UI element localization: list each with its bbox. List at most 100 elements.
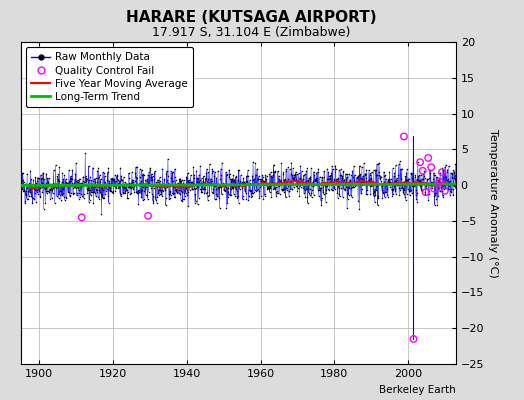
Point	[93, 168, 101, 174]
Point	[96, 189, 104, 195]
Point	[66, 176, 74, 182]
Point	[230, 191, 238, 197]
Point	[392, 178, 400, 184]
Point	[396, 181, 404, 187]
Point	[373, 161, 381, 168]
Point	[413, 190, 421, 196]
Point	[93, 179, 102, 186]
Point	[170, 174, 179, 180]
Point	[115, 180, 123, 186]
Point	[135, 189, 143, 195]
Point	[39, 170, 47, 176]
Point	[78, 182, 86, 189]
Point	[49, 180, 58, 186]
Point	[307, 165, 315, 172]
Point	[264, 185, 272, 192]
Point	[152, 183, 160, 189]
Point	[26, 188, 35, 195]
Point	[204, 169, 212, 175]
Point	[157, 191, 166, 198]
Point	[420, 173, 428, 180]
Point	[239, 183, 248, 190]
Point	[69, 185, 77, 192]
Point	[203, 192, 212, 199]
Point	[178, 198, 187, 204]
Point	[362, 166, 370, 173]
Point	[426, 182, 434, 188]
Point	[244, 167, 252, 174]
Point	[61, 181, 69, 188]
Point	[309, 178, 318, 184]
Point	[97, 192, 106, 198]
Point	[36, 185, 44, 191]
Point	[433, 185, 442, 191]
Point	[284, 183, 292, 189]
Point	[349, 184, 357, 190]
Point	[158, 187, 166, 193]
Point	[78, 180, 86, 186]
Point	[268, 179, 276, 185]
Point	[189, 180, 197, 186]
Point	[407, 171, 416, 177]
Point	[411, 187, 420, 193]
Point	[297, 184, 305, 190]
Point	[396, 158, 404, 164]
Point	[87, 177, 95, 183]
Point	[270, 169, 279, 175]
Point	[346, 181, 354, 188]
Point	[44, 188, 52, 194]
Point	[126, 183, 134, 189]
Point	[425, 190, 433, 197]
Point	[214, 167, 222, 174]
Point	[232, 186, 241, 192]
Point	[430, 170, 438, 176]
Point	[261, 182, 270, 188]
Point	[133, 181, 141, 187]
Point	[86, 192, 95, 198]
Point	[348, 184, 356, 191]
Point	[427, 167, 435, 174]
Point	[384, 176, 392, 183]
Point	[56, 182, 64, 188]
Point	[85, 177, 93, 183]
Point	[248, 190, 257, 196]
Point	[290, 176, 298, 182]
Point	[187, 179, 195, 186]
Point	[427, 179, 435, 185]
Point	[222, 184, 230, 190]
Point	[32, 198, 40, 205]
Point	[163, 177, 171, 184]
Point	[364, 181, 372, 188]
Point	[114, 182, 122, 189]
Point	[163, 180, 172, 186]
Point	[142, 181, 150, 188]
Point	[161, 187, 169, 193]
Point	[135, 187, 143, 193]
Point	[242, 196, 250, 202]
Point	[264, 185, 272, 192]
Point	[364, 178, 372, 184]
Point	[224, 188, 233, 195]
Point	[378, 181, 387, 188]
Point	[365, 182, 374, 189]
Point	[299, 180, 307, 186]
Point	[308, 194, 316, 200]
Point	[156, 187, 165, 193]
Point	[26, 167, 35, 174]
Point	[243, 178, 251, 184]
Point	[289, 165, 297, 172]
Point	[278, 186, 287, 192]
Point	[379, 189, 387, 195]
Point	[199, 186, 207, 192]
Point	[285, 188, 293, 194]
Point	[244, 173, 252, 179]
Point	[308, 187, 316, 193]
Point	[79, 174, 88, 180]
Point	[332, 177, 340, 184]
Point	[206, 181, 214, 187]
Point	[447, 175, 456, 182]
Point	[435, 188, 444, 195]
Point	[169, 178, 177, 184]
Point	[446, 188, 454, 194]
Point	[166, 189, 174, 195]
